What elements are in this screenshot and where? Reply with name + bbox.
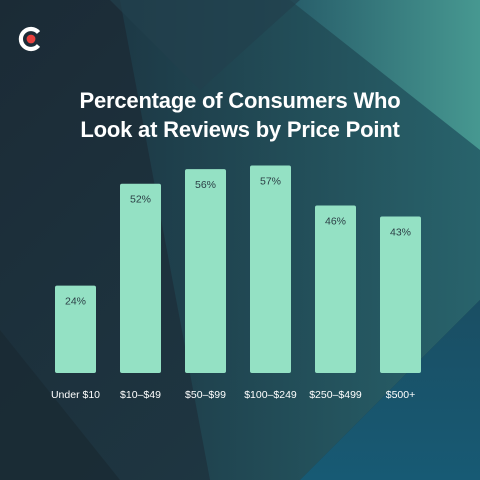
brand-c-logo-icon[interactable] bbox=[18, 26, 44, 52]
bar-value-label-5: 43% bbox=[390, 226, 411, 238]
category-label-2: $50–$99 bbox=[185, 389, 226, 401]
bar-3 bbox=[250, 165, 291, 373]
bar-value-label-3: 57% bbox=[260, 176, 281, 188]
category-label-1: $10–$49 bbox=[120, 389, 161, 401]
bar-2 bbox=[185, 169, 226, 373]
bar-4 bbox=[315, 205, 356, 373]
bar-value-label-1: 52% bbox=[130, 194, 151, 206]
bar-1 bbox=[120, 183, 161, 373]
bar-5 bbox=[380, 216, 421, 373]
chart-title-line-2: Look at Reviews by Price Point bbox=[80, 117, 400, 142]
bar-value-label-2: 56% bbox=[195, 179, 216, 191]
category-label-5: $500+ bbox=[386, 389, 416, 401]
chart-title-line-1: Percentage of Consumers Who bbox=[79, 88, 401, 113]
category-label-0: Under $10 bbox=[51, 389, 100, 401]
bar-value-label-0: 24% bbox=[65, 296, 86, 308]
bar-0 bbox=[55, 285, 96, 373]
chart-title: Percentage of Consumers Who Look at Revi… bbox=[0, 86, 480, 144]
category-label-4: $250–$499 bbox=[309, 389, 362, 401]
bar-value-label-4: 46% bbox=[325, 216, 346, 228]
category-label-3: $100–$249 bbox=[244, 389, 297, 401]
